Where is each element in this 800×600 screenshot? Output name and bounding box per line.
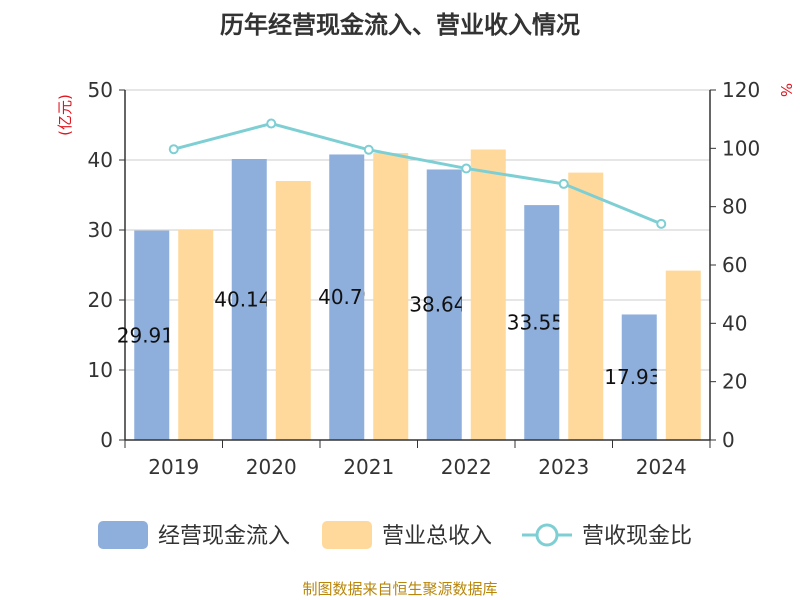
ratio-point — [363, 144, 374, 155]
data-labels: 29.915 40.143 40.79 38.645 33.557 17.933 — [117, 285, 674, 389]
ratio-line-path — [173, 121, 662, 226]
chart-title: 历年经营现金流入、营业收入情况 — [220, 11, 580, 39]
gridlines — [125, 89, 710, 371]
bar-cash-inflow — [134, 230, 170, 440]
legend-marker-ratio — [535, 523, 559, 547]
bar-revenue — [373, 153, 409, 440]
right-axis-unit: % — [777, 83, 795, 97]
left-tick-label: 20 — [88, 288, 113, 312]
data-label: 17.933 — [604, 365, 674, 389]
x-tick-label: 2023 — [538, 455, 589, 479]
x-tick-label: 2020 — [246, 455, 297, 479]
ratio-line — [168, 118, 667, 229]
bar-revenue — [665, 270, 701, 440]
x-tick-label: 2022 — [441, 455, 492, 479]
legend: 经营现金流入 营业总收入 营收现金比 — [98, 521, 692, 549]
ratio-point — [266, 118, 277, 129]
bar-cash-inflow — [621, 314, 657, 440]
right-tick-label: 60 — [722, 253, 747, 277]
bar-revenue — [568, 172, 604, 440]
legend-swatch-cash-inflow — [98, 521, 148, 549]
right-tick-label: 120 — [722, 78, 760, 102]
legend-label-revenue: 营业总收入 — [382, 524, 492, 549]
right-tick-label: 40 — [722, 311, 747, 335]
data-label: 33.557 — [507, 311, 577, 335]
legend-swatch-revenue — [322, 521, 372, 549]
left-tick-label: 0 — [100, 428, 113, 452]
left-tick-label: 10 — [88, 358, 113, 382]
legend-label-cash-inflow: 经营现金流入 — [158, 524, 290, 549]
bar-cash-inflow — [524, 205, 560, 440]
bar-revenue — [275, 181, 311, 440]
bar-cash-inflow — [231, 158, 267, 440]
bar-cash-inflow — [426, 169, 462, 441]
x-tick-label: 2019 — [148, 455, 199, 479]
right-tick-label: 20 — [722, 370, 747, 394]
data-label: 40.79 — [318, 285, 375, 309]
ratio-point — [461, 163, 472, 174]
right-tick-label: 0 — [722, 428, 735, 452]
data-label: 38.645 — [409, 293, 479, 317]
x-tick-label: 2024 — [636, 455, 687, 479]
data-label: 29.915 — [117, 323, 187, 347]
left-tick-label: 30 — [88, 218, 113, 242]
bars — [134, 149, 701, 441]
legend-label-ratio: 营收现金比 — [582, 524, 692, 549]
left-axis-unit: (亿元) — [56, 94, 74, 136]
x-tick-label: 2021 — [343, 455, 394, 479]
ratio-point — [656, 218, 667, 229]
bar-revenue — [470, 149, 506, 440]
right-tick-label: 100 — [722, 136, 760, 160]
right-tick-label: 80 — [722, 195, 747, 219]
axes: 0 10 20 30 40 50 0 20 40 60 80 100 120 2019 2020 2021 20… — [88, 78, 761, 479]
bar-cash-inflow — [329, 154, 365, 440]
left-tick-label: 40 — [88, 148, 113, 172]
ratio-point — [168, 144, 179, 155]
bar-revenue — [178, 230, 214, 440]
left-tick-label: 50 — [88, 78, 113, 102]
data-label: 40.143 — [214, 287, 284, 311]
ratio-point — [558, 178, 569, 189]
source-note: 制图数据来自恒生聚源数据库 — [302, 580, 497, 598]
